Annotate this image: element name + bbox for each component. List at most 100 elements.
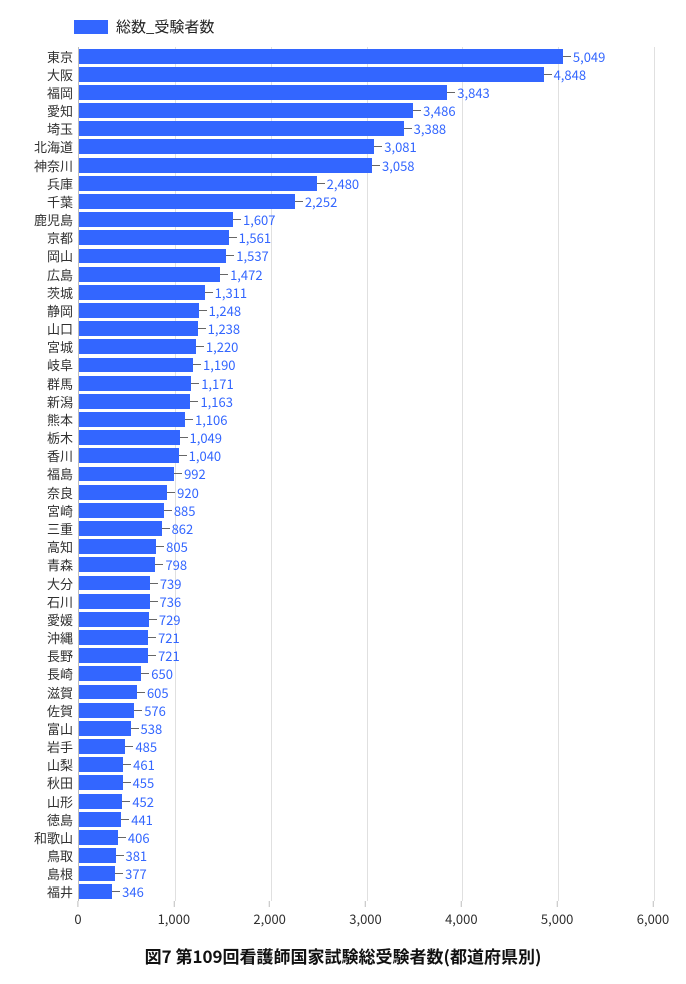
bar (79, 739, 125, 754)
category-label: 熊本 (47, 413, 79, 426)
plot-area: 東京5,049大阪4,848福岡3,843愛知3,486埼玉3,388北海道3,… (78, 47, 654, 901)
category-label: 秋田 (47, 776, 79, 789)
bar-chart: 東京5,049大阪4,848福岡3,843愛知3,486埼玉3,388北海道3,… (14, 47, 672, 929)
bar (79, 557, 155, 572)
bar-row: 青森798 (79, 557, 654, 572)
x-tick-label: 4,000 (445, 909, 477, 928)
bar-row: 岐阜1,190 (79, 358, 654, 373)
x-tick-mark (173, 901, 174, 907)
bar-row: 宮城1,220 (79, 339, 654, 354)
value-label: 346 (122, 885, 144, 898)
bar-row: 大分739 (79, 576, 654, 591)
category-label: 茨城 (47, 286, 79, 299)
value-label: 576 (144, 704, 166, 717)
category-label: 神奈川 (34, 159, 79, 172)
bar (79, 376, 191, 391)
category-label: 京都 (47, 231, 79, 244)
bar-row: 富山538 (79, 721, 654, 736)
value-label: 721 (158, 649, 180, 662)
category-label: 奈良 (47, 486, 79, 499)
value-label: 920 (177, 486, 199, 499)
category-label: 愛知 (47, 104, 79, 117)
value-tick (205, 292, 213, 293)
value-tick (137, 692, 145, 693)
bar (79, 85, 447, 100)
value-tick (180, 437, 188, 438)
bar-row: 北海道3,081 (79, 139, 654, 154)
x-tick: 4,000 (445, 901, 477, 928)
value-label: 3,486 (423, 104, 455, 117)
value-label: 3,388 (414, 122, 446, 135)
bar (79, 358, 193, 373)
bar-row: 東京5,049 (79, 49, 654, 64)
value-label: 1,220 (206, 340, 238, 353)
value-label: 3,843 (457, 86, 489, 99)
category-label: 静岡 (47, 304, 79, 317)
value-tick (150, 601, 158, 602)
category-label: 沖縄 (47, 631, 79, 644)
bar-row: 大阪4,848 (79, 67, 654, 82)
value-tick (191, 383, 199, 384)
bar (79, 412, 185, 427)
value-label: 538 (141, 722, 163, 735)
bar-row: 京都1,561 (79, 230, 654, 245)
value-label: 3,081 (384, 140, 416, 153)
value-label: 1,561 (239, 231, 271, 244)
bar-row: 静岡1,248 (79, 303, 654, 318)
value-tick (226, 255, 234, 256)
value-tick (447, 92, 455, 93)
bar-row: 岡山1,537 (79, 249, 654, 264)
value-tick (199, 310, 207, 311)
value-tick (162, 528, 170, 529)
bar (79, 394, 190, 409)
bar-row: 三重862 (79, 521, 654, 536)
x-tick-label: 6,000 (637, 909, 669, 928)
value-tick (115, 873, 123, 874)
value-tick (404, 128, 412, 129)
value-tick (317, 183, 325, 184)
value-tick (148, 655, 156, 656)
value-label: 1,106 (195, 413, 227, 426)
x-tick-mark (461, 901, 462, 907)
category-label: 東京 (47, 50, 79, 63)
value-label: 5,049 (573, 50, 605, 63)
value-label: 452 (132, 795, 154, 808)
bar (79, 485, 167, 500)
value-tick (134, 710, 142, 711)
bar (79, 703, 134, 718)
value-label: 1,171 (201, 377, 233, 390)
bar-row: 兵庫2,480 (79, 176, 654, 191)
bar (79, 267, 220, 282)
x-tick-mark (269, 901, 270, 907)
bar (79, 430, 180, 445)
bar-row: 奈良920 (79, 485, 654, 500)
bar-row: 新潟1,163 (79, 394, 654, 409)
bar (79, 775, 123, 790)
category-label: 石川 (47, 595, 79, 608)
bar-row: 愛知3,486 (79, 103, 654, 118)
bar-row: 島根377 (79, 866, 654, 881)
bar-row: 山形452 (79, 794, 654, 809)
category-label: 岐阜 (47, 358, 79, 371)
value-tick (123, 764, 131, 765)
bar-row: 福岡3,843 (79, 85, 654, 100)
value-label: 739 (160, 577, 182, 590)
bar-row: 岩手485 (79, 739, 654, 754)
bar (79, 757, 123, 772)
category-label: 佐賀 (47, 704, 79, 717)
value-tick (167, 492, 175, 493)
value-tick (196, 346, 204, 347)
category-label: 富山 (47, 722, 79, 735)
bar-row: 熊本1,106 (79, 412, 654, 427)
value-tick (229, 237, 237, 238)
legend: 総数_受験者数 (74, 16, 672, 37)
x-tick-mark (652, 901, 653, 907)
value-tick (544, 74, 552, 75)
value-label: 2,480 (327, 177, 359, 190)
value-label: 605 (147, 686, 169, 699)
category-label: 滋賀 (47, 686, 79, 699)
value-tick (122, 801, 130, 802)
value-label: 406 (128, 831, 150, 844)
category-label: 香川 (47, 449, 79, 462)
value-tick (131, 728, 139, 729)
